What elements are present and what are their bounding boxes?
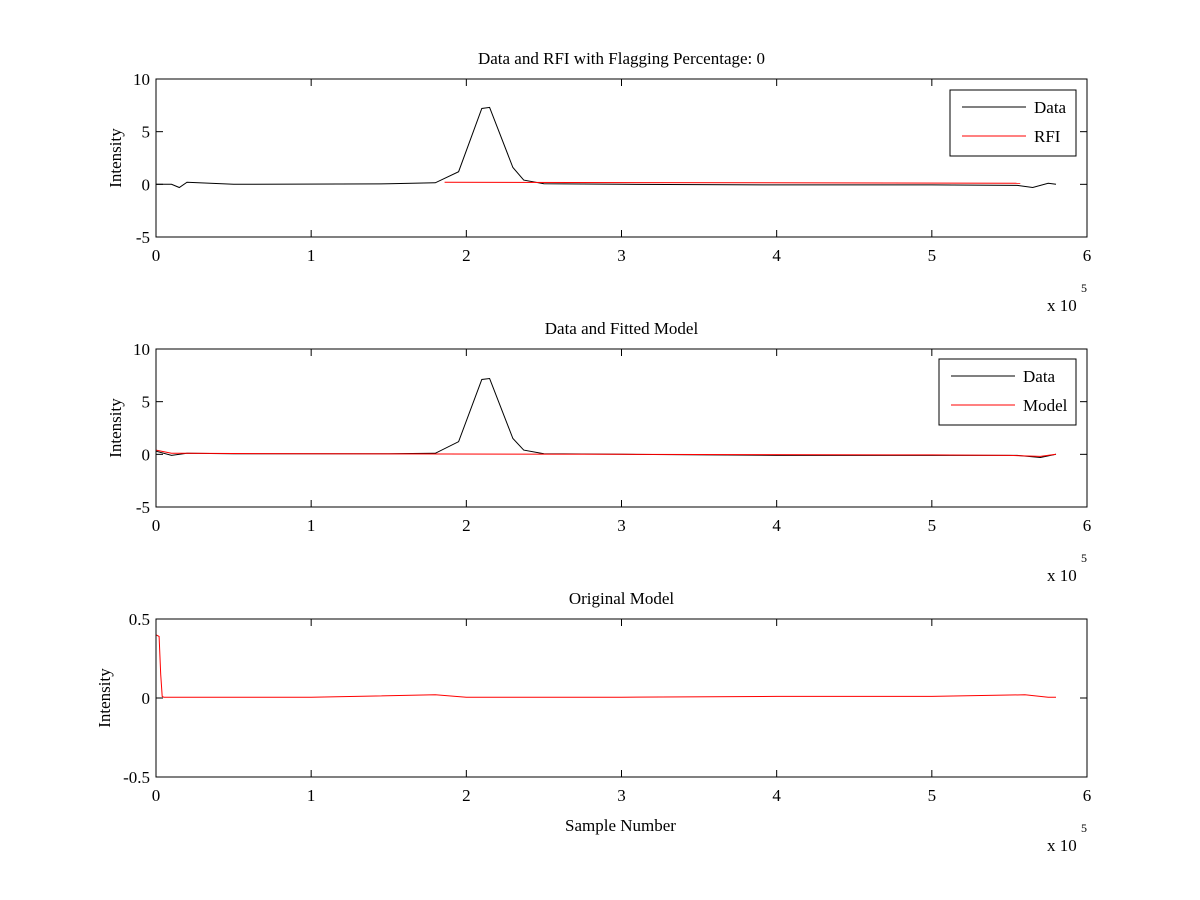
- x-tick-label: 4: [772, 516, 781, 535]
- y-axis-label: Intensity: [106, 398, 125, 458]
- axes-frame-0: [155, 78, 1088, 238]
- x-exponent-power: 5: [1081, 551, 1087, 565]
- x-tick-label: 0: [152, 786, 161, 805]
- x-tick-label: 1: [307, 516, 316, 535]
- legend-entry: Data: [1034, 98, 1067, 117]
- x-exponent-label: x 10: [1047, 836, 1077, 855]
- legend-entry: Model: [1023, 396, 1068, 415]
- y-tick-label: -5: [136, 498, 150, 517]
- x-tick-label: 5: [928, 786, 937, 805]
- y-tick-label: 5: [142, 123, 151, 142]
- series-line-rfi-0: [444, 181, 1021, 184]
- x-tick-label: 6: [1083, 516, 1092, 535]
- x-tick-label: 3: [617, 246, 626, 265]
- series-line-model-1: [155, 449, 1057, 457]
- chart-title: Data and RFI with Flagging Percentage: 0: [478, 49, 765, 68]
- x-tick-label: 5: [928, 516, 937, 535]
- x-tick-label: 3: [617, 516, 626, 535]
- x-tick-label: 2: [462, 246, 471, 265]
- x-tick-label: 2: [462, 516, 471, 535]
- chart-title: Data and Fitted Model: [545, 319, 699, 338]
- legend-entry: Data: [1023, 367, 1056, 386]
- legend-entry: RFI: [1034, 127, 1061, 146]
- x-tick-label: 6: [1083, 786, 1092, 805]
- y-axis-label: Intensity: [95, 668, 114, 728]
- x-exponent-power: 5: [1081, 821, 1087, 835]
- y-tick-label: -5: [136, 228, 150, 247]
- x-tick-label: 1: [307, 786, 316, 805]
- y-tick-label: 10: [133, 340, 150, 359]
- legend-box: [938, 358, 1077, 426]
- x-tick-label: 4: [772, 786, 781, 805]
- x-tick-label: 2: [462, 786, 471, 805]
- y-tick-label: 0: [142, 445, 151, 464]
- series-line-data-0: [156, 106, 1057, 189]
- x-exponent-label: x 10: [1047, 566, 1077, 585]
- x-tick-label: 6: [1083, 246, 1092, 265]
- x-tick-label: 0: [152, 516, 161, 535]
- x-tick-label: 3: [617, 786, 626, 805]
- x-exponent-label: x 10: [1047, 296, 1077, 315]
- y-axis-label: Intensity: [106, 128, 125, 188]
- x-tick-label: 0: [152, 246, 161, 265]
- x-tick-label: 1: [307, 246, 316, 265]
- x-exponent-power: 5: [1081, 281, 1087, 295]
- chart-title: Original Model: [569, 589, 675, 608]
- series-line-model-2: [155, 634, 1056, 698]
- y-tick-label: 5: [142, 393, 151, 412]
- y-tick-label: 10: [133, 70, 150, 89]
- y-tick-label: 0: [142, 689, 151, 708]
- x-axis-label: Sample Number: [565, 816, 676, 835]
- y-tick-label: 0: [142, 175, 151, 194]
- y-tick-label: -0.5: [123, 768, 150, 787]
- x-tick-label: 4: [772, 246, 781, 265]
- legend-box: [949, 89, 1077, 157]
- x-tick-label: 5: [928, 246, 937, 265]
- axes-frame-2: [155, 618, 1088, 778]
- y-tick-label: 0.5: [129, 610, 150, 629]
- series-line-data-1: [155, 377, 1057, 459]
